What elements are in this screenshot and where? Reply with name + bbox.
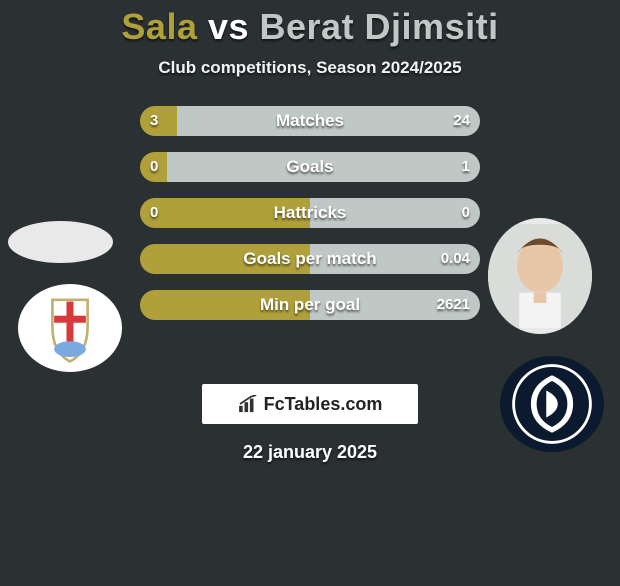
bar-right-fill [310,244,480,274]
title-player-left: Sala [121,6,197,47]
bar-right-fill [310,198,480,228]
subtitle: Club competitions, Season 2024/2025 [0,58,620,78]
bar-left-fill [140,198,310,228]
player-left-avatar [8,221,113,263]
chart-icon [238,395,260,413]
page-title: Sala vs Berat Djimsiti [0,6,620,48]
stat-row: Goals per match0.04 [140,244,480,274]
bar-left-fill [140,152,167,182]
stat-row: Goals01 [140,152,480,182]
branding-badge: FcTables.com [202,384,418,424]
stat-row: Min per goal2621 [140,290,480,320]
stat-row: Matches324 [140,106,480,136]
club-right-crest [500,356,604,452]
branding-text: FcTables.com [264,394,383,415]
bar-left-fill [140,290,310,320]
title-vs: vs [197,6,259,47]
stat-row: Hattricks00 [140,198,480,228]
club-left-crest [18,284,122,372]
bar-right-fill [177,106,480,136]
player-right-avatar [488,218,592,334]
stats-area: Matches324 Goals01 Hattricks00 Goals per ma… [0,106,620,366]
bar-left-fill [140,106,177,136]
bar-left-fill [140,244,310,274]
bar-right-fill [310,290,480,320]
title-player-right: Berat Djimsiti [260,6,499,47]
bar-right-fill [167,152,480,182]
stat-bars: Matches324 Goals01 Hattricks00 Goals per ma… [140,106,480,336]
